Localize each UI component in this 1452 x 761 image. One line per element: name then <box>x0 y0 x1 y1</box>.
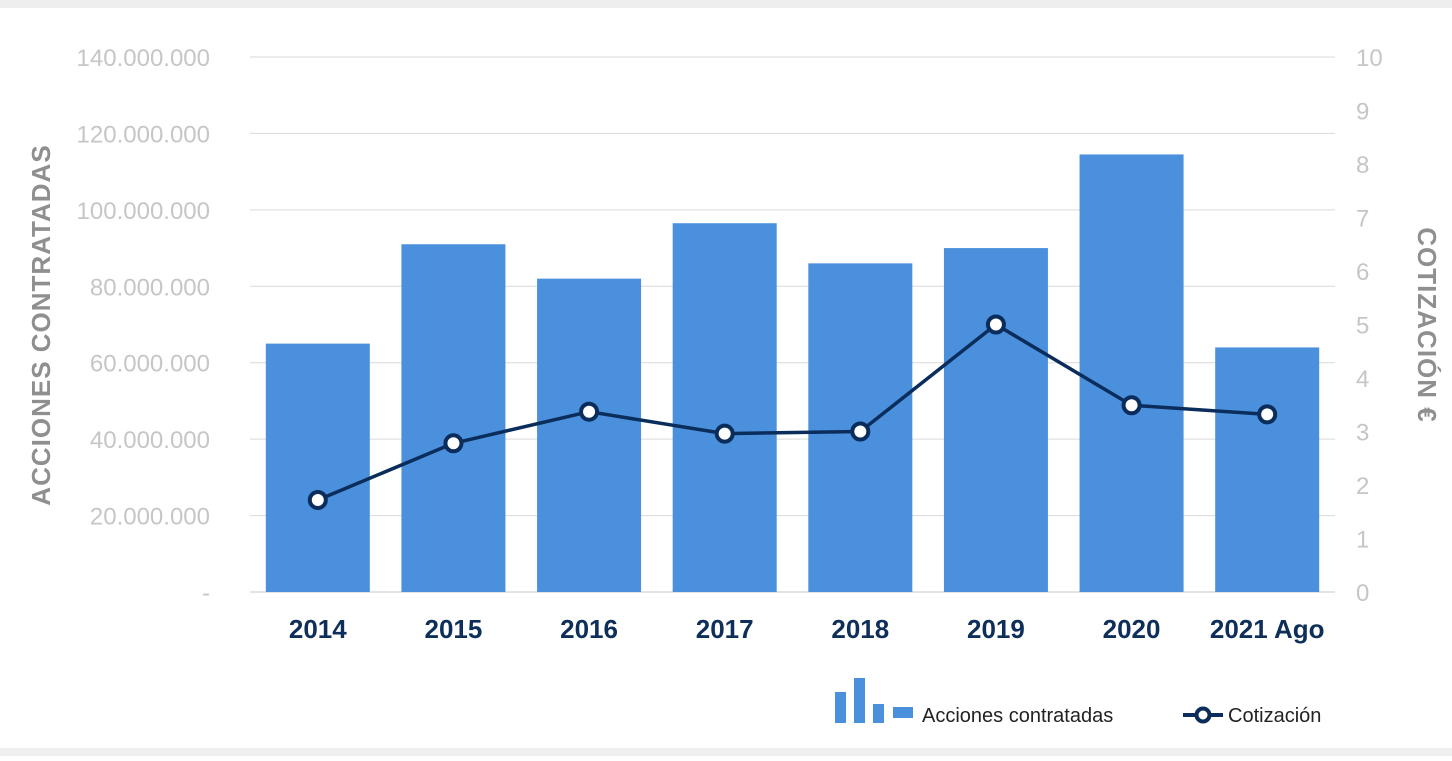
y-tick-label: 20.000.000 <box>90 504 210 531</box>
x-axis: 2014 2015 2016 2017 2018 2019 2020 2021 Ago <box>289 614 1325 644</box>
bar <box>265 343 370 592</box>
x-tick-label: 2021 Ago <box>1210 614 1325 644</box>
legend-bar-icon <box>835 678 884 723</box>
x-tick-label: 2018 <box>831 614 889 644</box>
line-point <box>307 489 328 510</box>
y2-tick-label: 10 <box>1356 45 1383 72</box>
y2-tick-label: 0 <box>1356 580 1369 607</box>
y-tick-label: 140.000.000 <box>77 45 210 72</box>
y2-tick-label: 7 <box>1356 206 1369 233</box>
y2-tick-label: 3 <box>1356 420 1369 447</box>
bar <box>1079 154 1184 593</box>
y-tick-label: 120.000.000 <box>77 121 210 148</box>
bar <box>401 244 506 592</box>
bar <box>672 223 777 592</box>
line-point <box>985 314 1006 335</box>
x-tick-label: 2017 <box>696 614 754 644</box>
y-tick-label: 100.000.000 <box>77 198 210 225</box>
cotizacion-line <box>317 322 1268 502</box>
y-tick-label: 40.000.000 <box>90 427 210 454</box>
line-point <box>443 433 464 454</box>
line-point <box>1121 395 1142 416</box>
legend-line-swatch <box>1183 706 1223 724</box>
y2-tick-label: 6 <box>1356 259 1369 286</box>
x-tick-label: 2015 <box>425 614 483 644</box>
y-axis-title: ACCIONES CONTRATADAS <box>26 144 56 505</box>
line-point <box>850 421 871 442</box>
line-point <box>714 423 735 444</box>
y2-tick-label: 1 <box>1356 527 1369 554</box>
x-tick-label: 2016 <box>560 614 618 644</box>
bar <box>943 248 1048 593</box>
top-border <box>0 0 1452 8</box>
legend-bar-swatch <box>893 707 913 718</box>
x-tick-label: 2014 <box>289 614 347 644</box>
line-series <box>307 314 1278 510</box>
bar <box>537 278 642 592</box>
bar-series <box>265 154 1320 593</box>
y2-tick-label: 5 <box>1356 313 1369 340</box>
y-tick-label: 60.000.000 <box>90 351 210 378</box>
bar <box>1215 347 1320 592</box>
y2-axis-title: COTIZACIÓN € <box>1412 227 1442 422</box>
legend-bar-label: Acciones contratadas <box>922 705 1113 727</box>
y-axis-right: 0 1 2 3 4 5 6 7 8 9 10 <box>1356 45 1383 607</box>
y2-tick-label: 4 <box>1356 366 1369 393</box>
line-point <box>1257 404 1278 425</box>
y2-tick-label: 8 <box>1356 152 1369 179</box>
line-point <box>579 401 600 422</box>
y-tick-label: 80.000.000 <box>90 274 210 301</box>
y-axis-left: - 20.000.000 40.000.000 60.000.000 80.000.00… <box>77 45 210 607</box>
y2-tick-label: 9 <box>1356 99 1369 126</box>
x-tick-label: 2020 <box>1103 614 1161 644</box>
bottom-border <box>0 748 1452 756</box>
legend-line-label: Cotización <box>1228 705 1321 727</box>
y2-tick-label: 2 <box>1356 473 1369 500</box>
y-tick-label: - <box>202 580 210 607</box>
legend: Acciones contratadas Cotización <box>835 678 1321 727</box>
x-tick-label: 2019 <box>967 614 1025 644</box>
